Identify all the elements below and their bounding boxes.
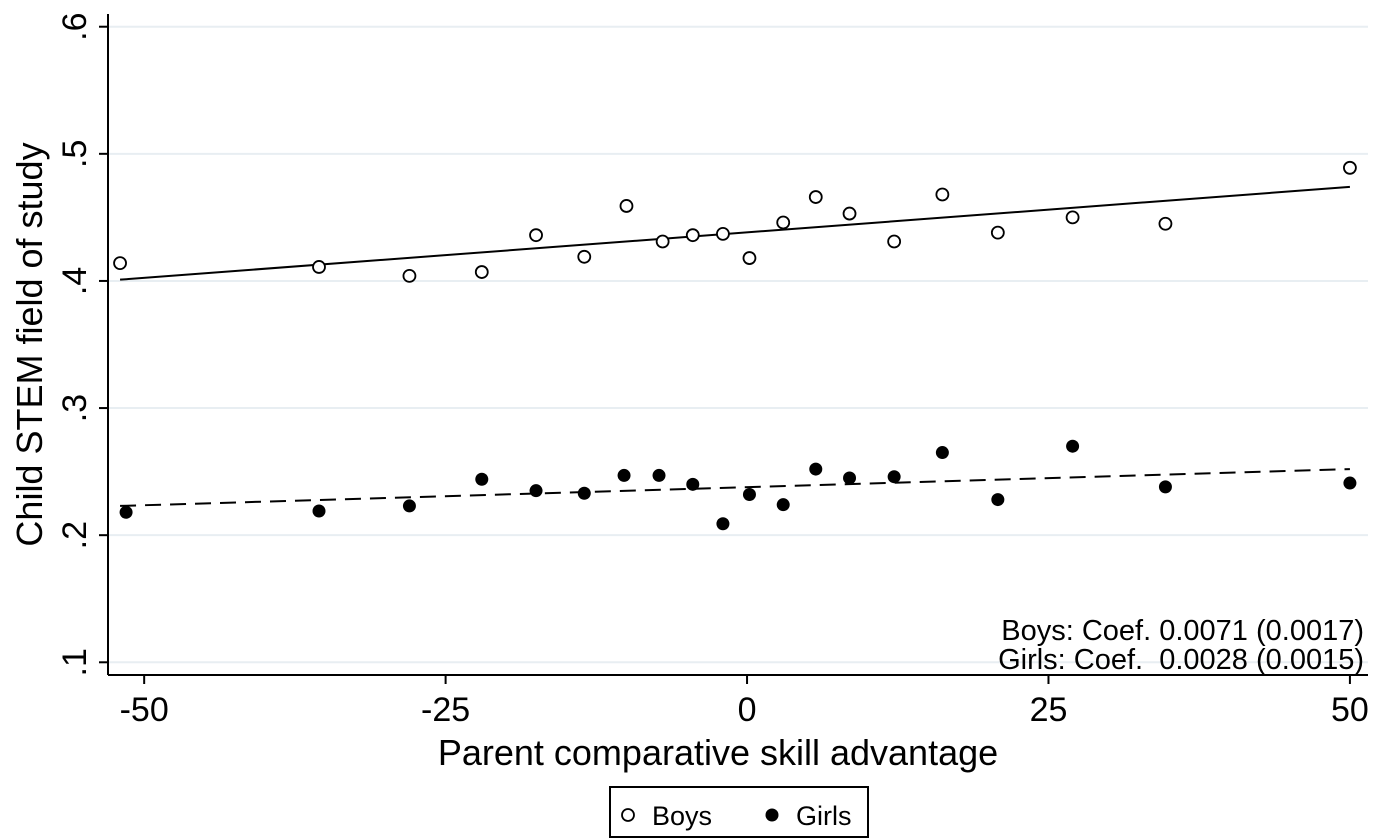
y-tick-label-3: .4 xyxy=(56,267,94,295)
legend-box xyxy=(609,786,869,838)
point-girls-16 xyxy=(991,493,1005,507)
point-girls-18 xyxy=(1158,480,1172,494)
point-boys-14 xyxy=(887,234,902,249)
point-girls-9 xyxy=(716,517,730,531)
point-boys-16 xyxy=(990,225,1005,240)
point-boys-11 xyxy=(776,215,791,230)
y-tick-label-1: .2 xyxy=(56,521,94,549)
point-boys-10 xyxy=(742,251,757,265)
point-girls-6 xyxy=(617,468,631,482)
point-boys-2 xyxy=(402,268,417,283)
point-boys-9 xyxy=(716,227,730,241)
point-girls-13 xyxy=(843,471,857,485)
point-girls-1 xyxy=(312,504,326,518)
point-boys-3 xyxy=(474,265,489,279)
point-girls-17 xyxy=(1066,439,1080,453)
point-girls-10 xyxy=(742,487,756,501)
point-boys-5 xyxy=(577,249,592,264)
legend-marker-boys xyxy=(621,808,635,822)
x-tick-label-4: 50 xyxy=(1331,691,1369,729)
point-boys-19 xyxy=(1343,160,1357,175)
point-girls-0 xyxy=(119,505,133,519)
point-girls-12 xyxy=(809,462,823,476)
fit-line-boys xyxy=(119,185,1350,281)
axes xyxy=(107,14,1368,676)
point-boys-4 xyxy=(529,228,543,243)
y-tick-label-0: .1 xyxy=(56,648,94,676)
annotation-girls-coef: Girls: Coef. 0.0028 (0.0015) xyxy=(998,644,1364,676)
point-boys-17 xyxy=(1065,210,1080,225)
y-tick-label-2: .3 xyxy=(56,394,94,422)
ticks: -50 -25 0 25 50 .1 .2 .3 .4 .5 .6 xyxy=(56,13,1369,729)
point-girls-19 xyxy=(1343,476,1357,490)
grid-lines xyxy=(108,25,1368,664)
annotation-boys-coef: Boys: Coef. 0.0071 (0.0017) xyxy=(1001,615,1364,647)
y-tick-label-5: .6 xyxy=(56,13,94,41)
legend: Boys Girls xyxy=(609,786,869,838)
point-boys-12 xyxy=(808,190,823,204)
point-girls-4 xyxy=(529,484,543,498)
x-tick-label-1: -25 xyxy=(421,691,470,729)
legend-marker-girls xyxy=(765,808,779,822)
x-tick-label-3: 25 xyxy=(1030,691,1068,729)
fit-line-girls xyxy=(120,468,1350,507)
x-tick-label-2: 0 xyxy=(738,691,757,729)
point-boys-6 xyxy=(619,199,634,213)
point-girls-7 xyxy=(652,468,666,482)
fit-lines xyxy=(119,185,1350,507)
point-girls-15 xyxy=(935,446,949,460)
point-girls-2 xyxy=(402,499,416,513)
point-boys-13 xyxy=(842,206,857,221)
point-boys-15 xyxy=(935,187,950,202)
point-girls-3 xyxy=(475,472,489,486)
point-girls-11 xyxy=(776,498,790,512)
point-girls-5 xyxy=(577,486,591,500)
y-axis-title: Child STEM field of study xyxy=(9,142,50,546)
x-tick-label-0: -50 xyxy=(120,691,169,729)
point-boys-1 xyxy=(312,260,326,274)
data-points xyxy=(113,160,1357,531)
point-girls-8 xyxy=(686,477,700,491)
y-tick-label-4: .5 xyxy=(56,140,94,168)
point-girls-14 xyxy=(887,470,901,484)
point-boys-8 xyxy=(685,228,700,243)
x-axis-title: Parent comparative skill advantage xyxy=(438,732,998,773)
point-boys-18 xyxy=(1158,216,1173,231)
point-boys-0 xyxy=(113,256,127,271)
legend-label-boys: Boys xyxy=(652,801,712,831)
point-boys-7 xyxy=(655,234,670,249)
legend-label-girls: Girls xyxy=(796,801,852,831)
